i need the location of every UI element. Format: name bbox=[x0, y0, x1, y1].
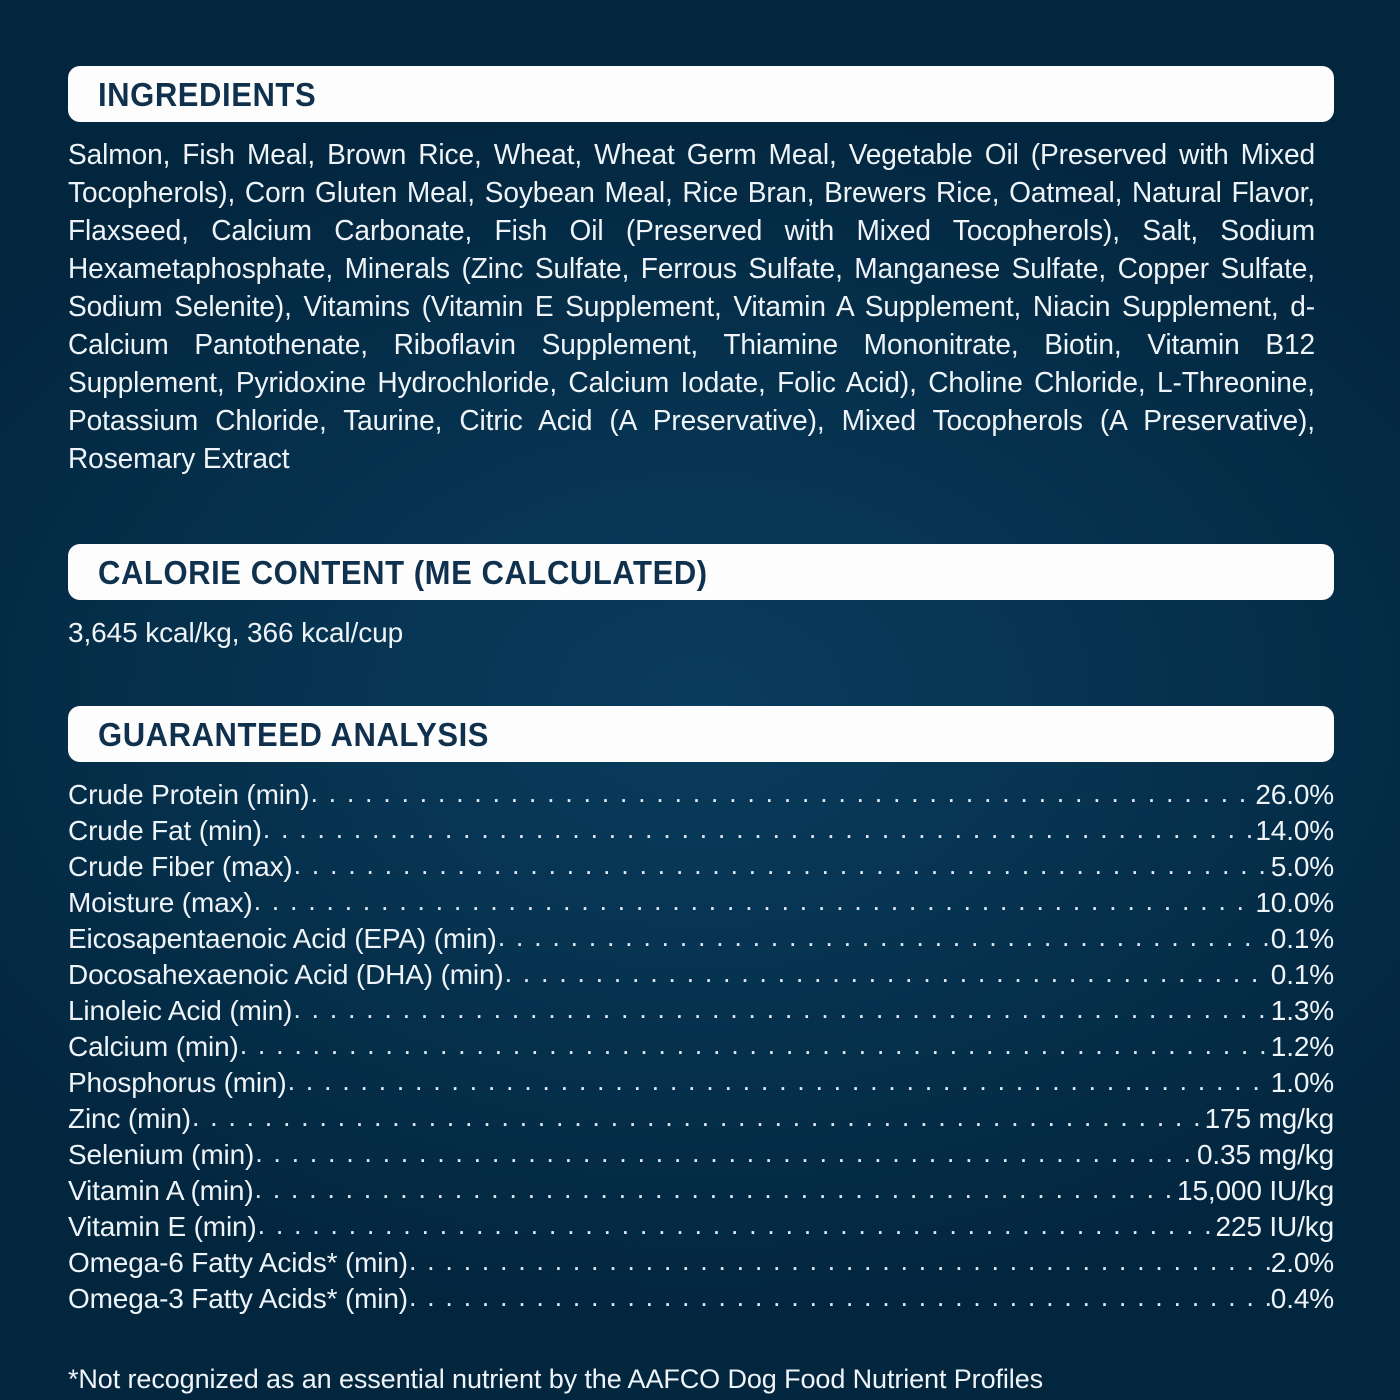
ingredients-heading: INGREDIENTS bbox=[98, 75, 317, 113]
guaranteed-analysis-list: Crude Protein (min) 26.0% Crude Fat (min) 1… bbox=[68, 776, 1334, 1316]
analysis-row-value: 1.3% bbox=[1270, 995, 1334, 1026]
analysis-row: Omega-3 Fatty Acids* (min) 0.4% bbox=[68, 1280, 1334, 1316]
analysis-row-label: Selenium (min) bbox=[68, 1139, 255, 1170]
calorie-content-heading: CALORIE CONTENT (ME CALCULATED) bbox=[98, 553, 708, 591]
dot-leader bbox=[409, 1244, 1270, 1272]
analysis-row: Crude Fat (min) 14.0% bbox=[68, 812, 1334, 848]
dot-leader bbox=[263, 812, 1255, 840]
dot-leader bbox=[498, 920, 1270, 948]
analysis-row: Linoleic Acid (min) 1.3% bbox=[68, 992, 1334, 1028]
dot-leader bbox=[294, 848, 1270, 876]
analysis-row-value: 0.1% bbox=[1270, 923, 1334, 954]
analysis-row-value: 0.1% bbox=[1270, 959, 1334, 990]
analysis-row: Vitamin E (min) 225 IU/kg bbox=[68, 1208, 1334, 1244]
analysis-row: Eicosapentaenoic Acid (EPA) (min) 0.1% bbox=[68, 920, 1334, 956]
analysis-row-value: 0.4% bbox=[1270, 1283, 1334, 1314]
spacer-after-calories bbox=[68, 650, 1334, 706]
analysis-row-label: Docosahexaenoic Acid (DHA) (min) bbox=[68, 959, 504, 990]
ingredients-body-text: Salmon, Fish Meal, Brown Rice, Wheat, Wh… bbox=[68, 139, 1316, 475]
analysis-row-label: Crude Protein (min) bbox=[68, 779, 310, 810]
analysis-row: Zinc (min) 175 mg/kg bbox=[68, 1100, 1334, 1136]
analysis-row: Docosahexaenoic Acid (DHA) (min) 0.1% bbox=[68, 956, 1334, 992]
analysis-row-value: 225 IU/kg bbox=[1215, 1211, 1335, 1242]
calorie-content-header-bar: CALORIE CONTENT (ME CALCULATED) bbox=[68, 544, 1334, 600]
analysis-row: Selenium (min) 0.35 mg/kg bbox=[68, 1136, 1334, 1172]
dot-leader bbox=[288, 1064, 1270, 1092]
dot-leader bbox=[240, 1028, 1270, 1056]
analysis-row-label: Crude Fiber (max) bbox=[68, 851, 293, 882]
dot-leader bbox=[192, 1100, 1204, 1128]
dot-leader bbox=[255, 1136, 1196, 1164]
analysis-row-value: 5.0% bbox=[1270, 851, 1334, 882]
analysis-row: Crude Protein (min) 26.0% bbox=[68, 776, 1334, 812]
guaranteed-analysis-footnote: *Not recognized as an essential nutrient… bbox=[68, 1364, 1044, 1394]
analysis-row: Vitamin A (min) 15,000 IU/kg bbox=[68, 1172, 1334, 1208]
dot-leader bbox=[409, 1280, 1270, 1308]
analysis-row-value: 1.0% bbox=[1270, 1067, 1334, 1098]
dot-leader bbox=[505, 956, 1270, 984]
analysis-row-label: Vitamin A (min) bbox=[68, 1175, 254, 1206]
analysis-row-value: 14.0% bbox=[1255, 815, 1334, 846]
analysis-row-label: Linoleic Acid (min) bbox=[68, 995, 293, 1026]
analysis-row-label: Zinc (min) bbox=[68, 1103, 191, 1134]
dot-leader bbox=[254, 884, 1255, 912]
calorie-content-value: 3,645 kcal/kg, 366 kcal/cup bbox=[68, 617, 404, 648]
ingredients-header-bar: INGREDIENTS bbox=[68, 66, 1334, 122]
analysis-row-value: 2.0% bbox=[1270, 1247, 1334, 1278]
analysis-row-value: 175 mg/kg bbox=[1204, 1103, 1335, 1134]
analysis-row-value: 15,000 IU/kg bbox=[1177, 1175, 1334, 1206]
analysis-row-value: 0.35 mg/kg bbox=[1196, 1139, 1334, 1170]
analysis-row: Phosphorus (min) 1.0% bbox=[68, 1064, 1334, 1100]
analysis-row: Crude Fiber (max) 5.0% bbox=[68, 848, 1334, 884]
analysis-row-label: Eicosapentaenoic Acid (EPA) (min) bbox=[68, 923, 497, 954]
analysis-row-label: Omega-6 Fatty Acids* (min) bbox=[68, 1247, 408, 1278]
analysis-row: Omega-6 Fatty Acids* (min) 2.0% bbox=[68, 1244, 1334, 1280]
analysis-row-value: 1.2% bbox=[1270, 1031, 1334, 1062]
analysis-row-label: Crude Fat (min) bbox=[68, 815, 262, 846]
analysis-row-label: Phosphorus (min) bbox=[68, 1067, 287, 1098]
analysis-row: Calcium (min) 1.2% bbox=[68, 1028, 1334, 1064]
dot-leader bbox=[255, 1172, 1176, 1200]
analysis-row-label: Calcium (min) bbox=[68, 1031, 239, 1062]
dot-leader bbox=[293, 992, 1269, 1020]
analysis-row-label: Moisture (max) bbox=[68, 887, 253, 918]
dot-leader bbox=[310, 776, 1254, 804]
analysis-row: Moisture (max) 10.0% bbox=[68, 884, 1334, 920]
dot-leader bbox=[258, 1208, 1215, 1236]
label-content: INGREDIENTS Salmon, Fish Meal, Brown Ric… bbox=[68, 66, 1334, 1396]
analysis-row-value: 10.0% bbox=[1255, 887, 1334, 918]
guaranteed-analysis-heading: GUARANTEED ANALYSIS bbox=[98, 715, 490, 753]
guaranteed-analysis-header-bar: GUARANTEED ANALYSIS bbox=[68, 706, 1334, 762]
analysis-row-value: 26.0% bbox=[1255, 779, 1334, 810]
spacer-after-ingredients bbox=[68, 478, 1334, 544]
analysis-row-label: Omega-3 Fatty Acids* (min) bbox=[68, 1283, 408, 1314]
analysis-row-label: Vitamin E (min) bbox=[68, 1211, 257, 1242]
